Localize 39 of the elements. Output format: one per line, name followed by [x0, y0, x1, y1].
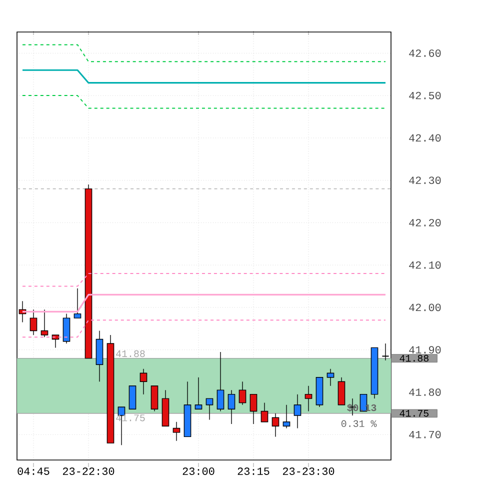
candlestick	[140, 368, 148, 395]
candlestick	[30, 309, 38, 336]
ref-line-label: 41.88	[400, 354, 428, 362]
y-tick-label: 41.70	[409, 430, 441, 438]
candlestick	[206, 398, 214, 420]
y-tick-label: 42.40	[409, 134, 441, 142]
x-tick-label: 23-23:30	[282, 468, 334, 475]
candlestick	[260, 402, 268, 422]
candlestick	[40, 309, 48, 338]
y-tick-label: 41.80	[409, 388, 441, 396]
annotation: 41.88	[116, 350, 145, 358]
x-tick-label: 23-22:30	[62, 468, 114, 475]
candlestick	[172, 422, 180, 442]
candlestick	[238, 381, 246, 406]
candlestick	[250, 394, 258, 424]
x-tick-label: 23:00	[182, 468, 214, 475]
x-tick-label: 23:15	[238, 468, 270, 475]
candlestick	[338, 377, 346, 406]
candlestick	[74, 288, 82, 318]
candlestick	[62, 313, 70, 344]
x-tick-label: 04:45	[18, 468, 50, 475]
y-tick-label: 42.50	[409, 92, 441, 100]
y-tick-label: 41.90	[409, 346, 441, 354]
candlestick	[272, 413, 280, 438]
y-tick-label: 42.30	[409, 176, 441, 184]
y-tick-label: 42.10	[409, 261, 441, 269]
y-tick-label: 42.60	[409, 49, 441, 57]
candlestick	[216, 352, 224, 412]
y-tick-label: 42.00	[409, 304, 441, 312]
candlestick	[304, 385, 312, 412]
candlestick	[294, 394, 302, 429]
candlestick	[128, 385, 136, 410]
candlestick	[282, 404, 290, 429]
candlestick	[194, 377, 202, 410]
y-tick-label: 42.20	[409, 218, 441, 226]
candlestick	[150, 385, 158, 412]
candlestick	[228, 390, 236, 424]
annotation: 0.31 %	[341, 420, 377, 427]
ref-line-label: 41.75	[400, 410, 429, 417]
